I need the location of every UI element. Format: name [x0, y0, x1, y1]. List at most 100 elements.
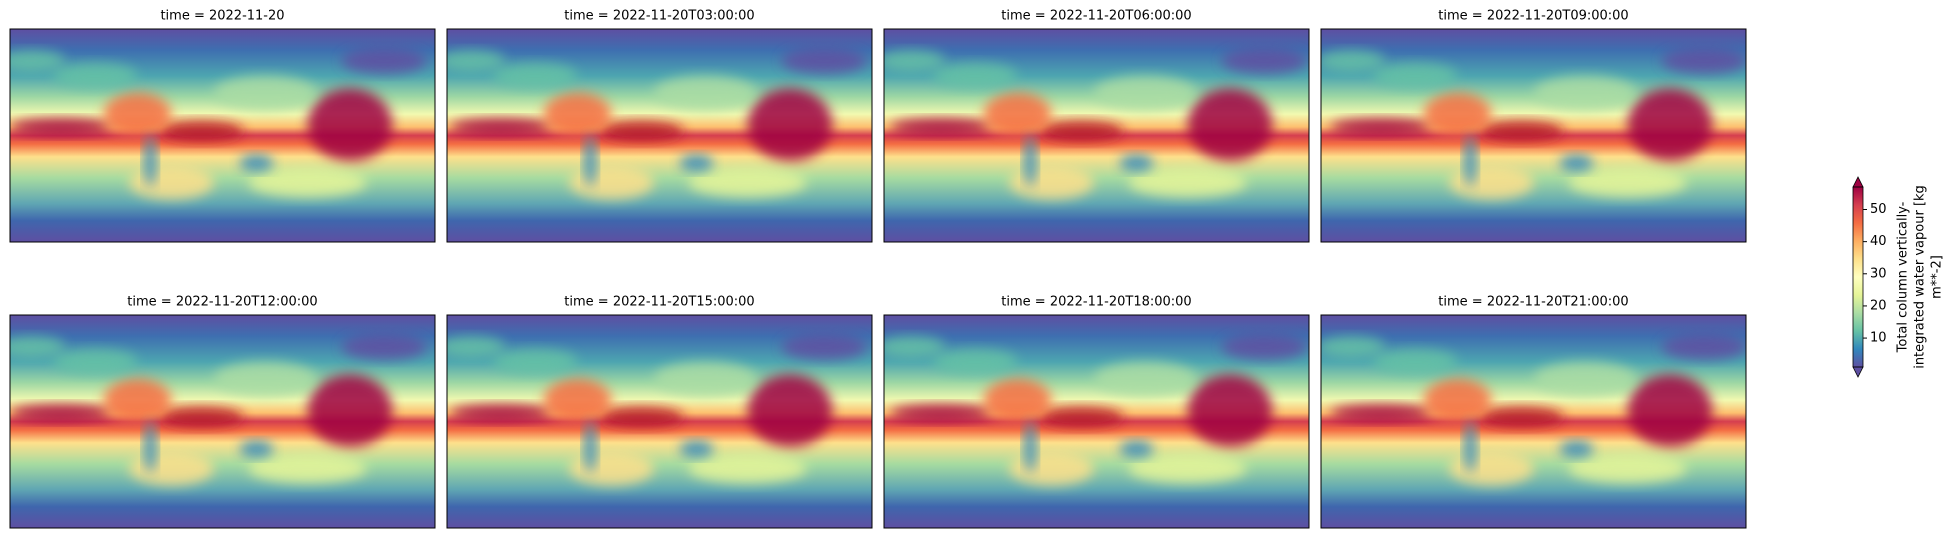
- map-feature: [1119, 440, 1154, 458]
- map-feature: [1321, 336, 1386, 358]
- map-feature: [688, 167, 807, 198]
- map-image: [10, 29, 435, 242]
- map-feature: [1568, 167, 1687, 198]
- map-feature: [654, 361, 756, 396]
- map-feature: [983, 378, 1052, 422]
- map-feature: [492, 349, 578, 375]
- panel-title: time = 2022-11-20T15:00:00: [564, 295, 754, 310]
- map-feature: [747, 374, 833, 448]
- map-feature: [1478, 406, 1564, 428]
- panel-frame: [9, 314, 436, 529]
- map-feature: [1568, 453, 1687, 484]
- map-feature: [1009, 451, 1094, 486]
- map-feature: [1559, 154, 1594, 172]
- panel-title: time = 2022-11-20T18:00:00: [1001, 295, 1191, 310]
- map-feature: [129, 165, 214, 200]
- map-image: [10, 315, 435, 528]
- map-image: [447, 315, 872, 528]
- map-feature: [1372, 349, 1458, 375]
- map-feature: [679, 440, 714, 458]
- map-feature: [1094, 361, 1196, 396]
- panel-title: time = 2022-11-20T03:00:00: [564, 9, 754, 24]
- map-feature: [492, 63, 578, 89]
- map-feature: [747, 88, 833, 162]
- colorbar-label: Total column vertically-: [1896, 201, 1911, 353]
- map-feature: [1038, 406, 1124, 428]
- map-feature: [307, 374, 393, 448]
- map-feature: [341, 48, 427, 74]
- map-feature: [1023, 135, 1037, 187]
- map-feature: [1463, 421, 1477, 473]
- map-feature: [1221, 48, 1307, 74]
- map-feature: [103, 378, 172, 422]
- colorbar-frame: [1852, 186, 1864, 368]
- map-feature: [214, 75, 316, 110]
- map-feature: [10, 336, 66, 358]
- map-feature: [884, 336, 946, 358]
- map-feature: [1534, 361, 1636, 396]
- map-feature: [1119, 154, 1154, 172]
- map-feature: [1009, 165, 1094, 200]
- map-feature: [239, 440, 274, 458]
- map-feature: [447, 336, 506, 358]
- map-feature: [341, 334, 427, 360]
- map-feature: [103, 92, 172, 136]
- map-feature: [543, 378, 612, 422]
- map-feature: [1330, 404, 1432, 422]
- map-feature: [1627, 374, 1713, 448]
- map-feature: [248, 453, 367, 484]
- map-feature: [1321, 50, 1386, 72]
- map-feature: [654, 75, 756, 110]
- colorbar-extend-max: [1852, 176, 1864, 188]
- map-feature: [1463, 135, 1477, 187]
- map-feature: [1187, 374, 1273, 448]
- panel-frame: [446, 28, 873, 243]
- map-feature: [1449, 451, 1534, 486]
- map-feature: [1559, 440, 1594, 458]
- map-feature: [143, 421, 157, 473]
- panel-frame: [9, 28, 436, 243]
- map-feature: [1534, 75, 1636, 110]
- map-feature: [1038, 120, 1124, 142]
- panel-title: time = 2022-11-20T09:00:00: [1438, 9, 1628, 24]
- map-feature: [1221, 334, 1307, 360]
- map-feature: [932, 349, 1018, 375]
- map-image: [884, 29, 1309, 242]
- colorbar-label: integrated water vapour [kg: [1913, 185, 1928, 369]
- map-feature: [1661, 334, 1746, 360]
- map-feature: [688, 453, 807, 484]
- map-feature: [10, 404, 112, 422]
- colorbar: [1853, 187, 1863, 367]
- map-feature: [214, 361, 316, 396]
- map-image: [884, 315, 1309, 528]
- colorbar-tick-label: 40: [1870, 234, 1887, 249]
- map-feature: [583, 135, 597, 187]
- map-feature: [239, 154, 274, 172]
- panel-frame: [446, 314, 873, 529]
- map-feature: [569, 451, 654, 486]
- map-feature: [1661, 48, 1746, 74]
- map-feature: [129, 451, 214, 486]
- map-feature: [1023, 421, 1037, 473]
- map-feature: [1423, 378, 1492, 422]
- map-feature: [52, 63, 138, 89]
- map-feature: [10, 50, 66, 72]
- panel-frame: [1320, 28, 1747, 243]
- colorbar-tick-label: 10: [1870, 331, 1887, 346]
- map-feature: [1449, 165, 1534, 200]
- map-feature: [1128, 453, 1247, 484]
- map-image: [1321, 315, 1746, 528]
- map-feature: [781, 48, 867, 74]
- map-feature: [1372, 63, 1458, 89]
- panel-title: time = 2022-11-20T21:00:00: [1438, 295, 1628, 310]
- panel-title: time = 2022-11-20: [160, 9, 284, 24]
- map-feature: [890, 118, 992, 136]
- map-feature: [890, 404, 992, 422]
- map-feature: [248, 167, 367, 198]
- panel-title: time = 2022-11-20T12:00:00: [127, 295, 317, 310]
- map-feature: [143, 135, 157, 187]
- map-feature: [543, 92, 612, 136]
- map-feature: [598, 406, 684, 428]
- map-feature: [450, 404, 552, 422]
